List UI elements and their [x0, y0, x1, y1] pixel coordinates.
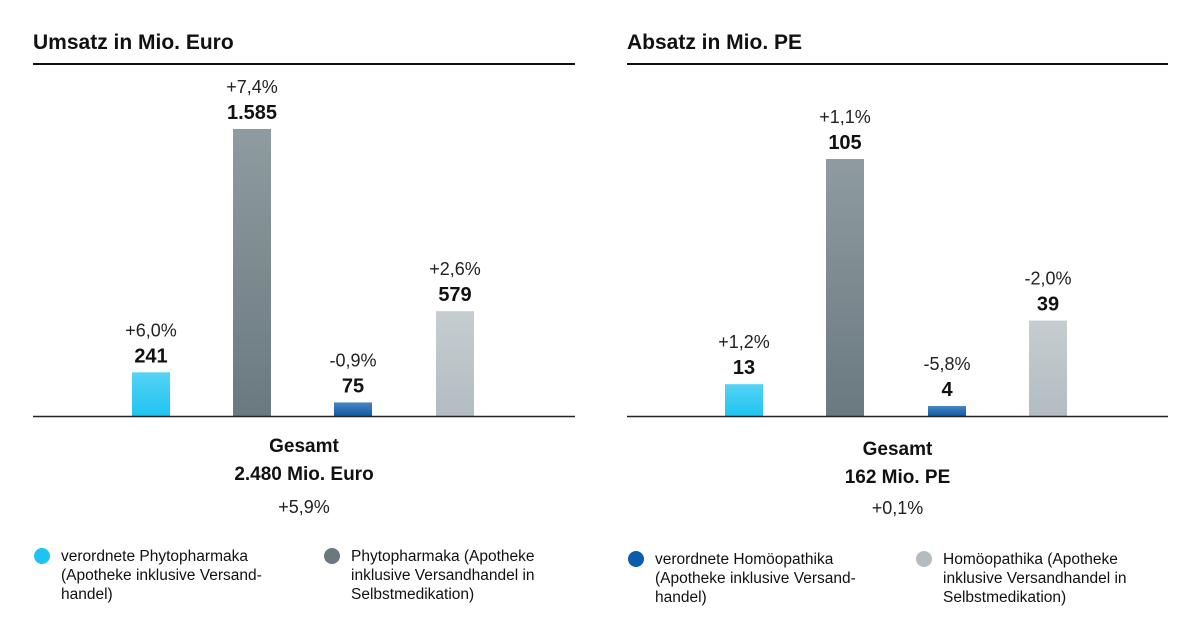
total-value: 162 Mio. PE	[844, 467, 951, 488]
change-label: +7,4%	[226, 77, 278, 97]
legend-swatch	[34, 548, 50, 564]
data-label: 13	[733, 357, 755, 379]
bar	[826, 159, 864, 416]
data-label: 1.585	[227, 102, 277, 124]
total-value: 2.480 Mio. Euro	[234, 464, 374, 485]
change-label: -2,0%	[1024, 269, 1071, 289]
change-label: +1,1%	[819, 107, 871, 127]
revenue-chart-panel: Umsatz in Mio. Euro 241 +6,0% 1.585 +7,4% 75…	[33, 0, 575, 633]
change-label: +2,6%	[429, 259, 481, 279]
legend-label: Homöopathika (Apotheke inklusive Versand…	[943, 551, 1127, 606]
data-label: 579	[438, 284, 471, 306]
change-label: +6,0%	[125, 320, 177, 340]
change-label: -5,8%	[923, 354, 970, 374]
legend-label: Phytopharmaka (Apotheke inklusive Versan…	[351, 548, 535, 603]
change-label: +1,2%	[718, 332, 770, 352]
total-change: +5,9%	[278, 497, 330, 517]
data-label: 241	[134, 345, 167, 367]
bar-chart: 241 +6,0% 1.585 +7,4% 75 -0,9% 579 +2,6%	[33, 77, 575, 418]
bar	[725, 384, 763, 416]
data-label: 105	[828, 132, 861, 154]
data-label: 4	[941, 379, 953, 401]
change-label: -0,9%	[329, 350, 376, 370]
data-label: 39	[1037, 294, 1059, 316]
total-label: Gesamt	[862, 439, 933, 460]
bar	[1029, 320, 1067, 416]
title-rule	[627, 63, 1168, 65]
bar-chart: 13 +1,2% 105 +1,1% 4 -5,8% 39 -2,0%	[627, 107, 1168, 418]
data-label: 75	[342, 375, 364, 397]
bar	[928, 406, 966, 416]
legend-swatch	[916, 551, 932, 567]
chart-title: Absatz in Mio. PE	[627, 31, 803, 54]
legend-swatch	[628, 551, 644, 567]
total-change: +0,1%	[871, 498, 924, 518]
total-label: Gesamt	[269, 436, 339, 457]
legend-label: verordnete Phytopharmaka (Apotheke inklu…	[61, 548, 262, 603]
legend-label: verordnete Homöopathika (Apotheke inklus…	[655, 551, 856, 606]
chart-title: Umsatz in Mio. Euro	[33, 31, 234, 54]
bar	[436, 311, 474, 416]
bar	[233, 129, 271, 416]
title-rule	[33, 63, 575, 65]
bar	[132, 372, 170, 416]
bar	[334, 402, 372, 416]
sales-volume-chart-panel: Absatz in Mio. PE 13 +1,2% 105 +1,1% 4 -5,8% 3…	[627, 0, 1168, 633]
legend-swatch	[324, 548, 340, 564]
